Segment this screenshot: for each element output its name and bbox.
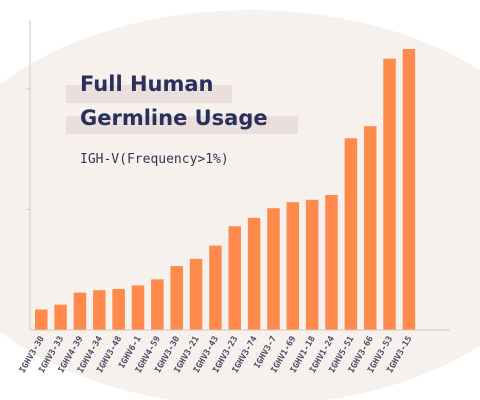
bar <box>189 258 203 330</box>
bar <box>170 266 183 330</box>
bar <box>402 49 416 330</box>
bars <box>35 49 416 331</box>
y-axis-ticks <box>26 88 30 210</box>
bar <box>73 292 87 330</box>
chart-subtitle: IGH-V(Frequency>1%) <box>80 152 229 167</box>
bar <box>131 285 145 330</box>
title-highlight-line-2 <box>66 116 298 134</box>
bar <box>286 202 300 330</box>
chart-title-line-1: Full Human <box>80 72 214 96</box>
title-highlight-line-1 <box>66 85 232 103</box>
bar <box>247 217 261 330</box>
bar <box>267 208 280 330</box>
bar <box>325 194 338 330</box>
chart-title-line-2: Germline Usage <box>80 106 268 130</box>
bar <box>305 199 319 330</box>
bar <box>112 289 125 330</box>
bar <box>228 226 241 330</box>
bar <box>35 309 48 330</box>
bar <box>209 245 222 330</box>
bar <box>54 304 67 330</box>
bar <box>363 126 377 331</box>
bar <box>151 279 164 330</box>
bar <box>344 138 358 330</box>
bar <box>93 290 106 330</box>
bar <box>383 58 396 331</box>
